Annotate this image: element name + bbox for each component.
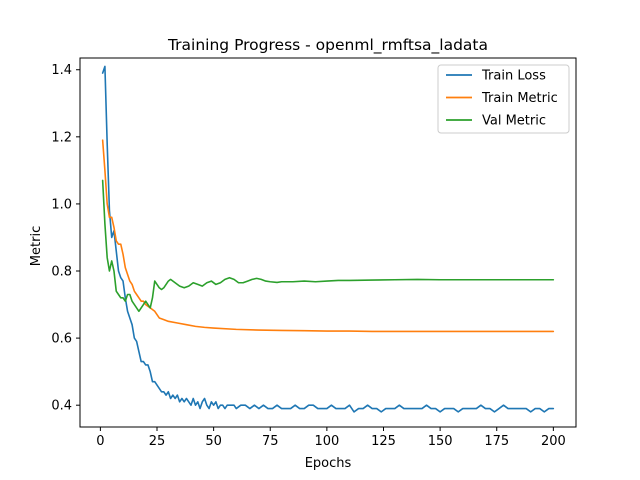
x-tick-label: 25 <box>149 434 166 449</box>
legend-label-train-loss: Train Loss <box>481 69 546 84</box>
y-tick-label: 1.2 <box>51 130 72 145</box>
legend-label-val-metric: Val Metric <box>482 114 546 129</box>
x-tick-label: 175 <box>484 434 509 449</box>
plot-frame <box>79 57 577 428</box>
x-tick-label: 125 <box>371 434 396 449</box>
y-tick-label: 1.4 <box>51 63 72 78</box>
x-tick-label: 0 <box>96 434 104 449</box>
x-tick-label: 150 <box>428 434 453 449</box>
legend: Train Loss Train Metric Val Metric <box>437 64 570 134</box>
x-tick-label: 200 <box>541 434 566 449</box>
x-tick-label: 50 <box>205 434 222 449</box>
series-layer <box>101 65 555 413</box>
series-line-train-loss <box>101 65 555 413</box>
y-tick-label: 0.8 <box>51 265 72 280</box>
x-axis-label: Epochs <box>305 456 352 471</box>
x-tick-label: 75 <box>262 434 279 449</box>
y-tick-label: 1.0 <box>51 197 72 212</box>
y-tick-label: 0.4 <box>51 399 72 414</box>
x-axis: 0 25 50 75 100 125 150 175 200 <box>96 427 566 449</box>
legend-label-train-metric: Train Metric <box>481 91 558 106</box>
series-line-val-metric <box>101 179 555 313</box>
y-axis-label: Metric <box>29 226 44 266</box>
chart-title: Training Progress - openml_rmftsa_ladata <box>167 36 488 55</box>
y-axis: 0.4 0.6 0.8 1.0 1.2 1.4 <box>51 63 80 414</box>
legend-box <box>437 64 570 134</box>
y-tick-label: 0.6 <box>51 332 72 347</box>
x-tick-label: 100 <box>314 434 339 449</box>
